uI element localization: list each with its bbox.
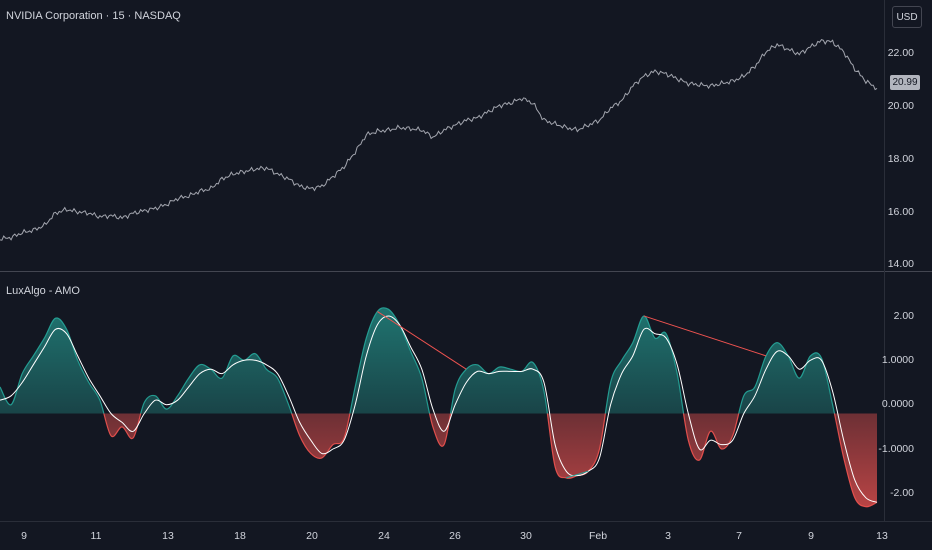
bearish-divergence-line (643, 315, 767, 357)
time-axis-label: 7 (736, 530, 742, 542)
bullish-divergence-line (566, 470, 589, 479)
time-axis-label: 11 (90, 530, 102, 542)
time-axis-label: 24 (378, 530, 390, 542)
time-axis-label: 13 (162, 530, 174, 542)
amo-signal-line (0, 315, 878, 503)
last-price-badge: 20.99 (890, 75, 920, 90)
time-axis-label: 18 (234, 530, 246, 542)
price-axis-label: 20.00 (887, 100, 914, 112)
bearish-divergence-line (377, 311, 467, 370)
time-axis-label: 3 (665, 530, 671, 542)
amo-bull-outline (0, 307, 836, 414)
price-axis-label: 22.00 (887, 47, 914, 59)
time-axis-label: Feb (588, 530, 608, 542)
price-axis-label: 18.00 (887, 153, 914, 165)
time-axis-label: 13 (876, 530, 888, 542)
price-axis-label: 14.00 (887, 258, 914, 270)
time-axis-label: 9 (808, 530, 814, 542)
indicator-axis-label: -1.0000 (878, 443, 914, 455)
price-series-line (0, 38, 878, 241)
time-axis-label: 30 (520, 530, 532, 542)
indicator-axis-label: 2.00 (893, 310, 914, 322)
time-axis-label: 20 (306, 530, 318, 542)
indicator-axis-label: 1.0000 (881, 354, 914, 366)
price-axis-label: 16.00 (887, 206, 914, 218)
indicator-axis-label: 0.0000 (881, 398, 914, 410)
symbol-title[interactable]: NVIDIA Corporation · 15 · NASDAQ (6, 10, 181, 22)
amo-bear-outline (103, 413, 878, 508)
currency-button[interactable]: USD (892, 6, 922, 28)
time-axis-label: 26 (449, 530, 461, 542)
indicator-axis-label: -2.00 (890, 487, 914, 499)
time-axis-label: 9 (21, 530, 27, 542)
indicator-title[interactable]: LuxAlgo - AMO (6, 285, 80, 297)
amo-bullish-area (0, 307, 877, 414)
